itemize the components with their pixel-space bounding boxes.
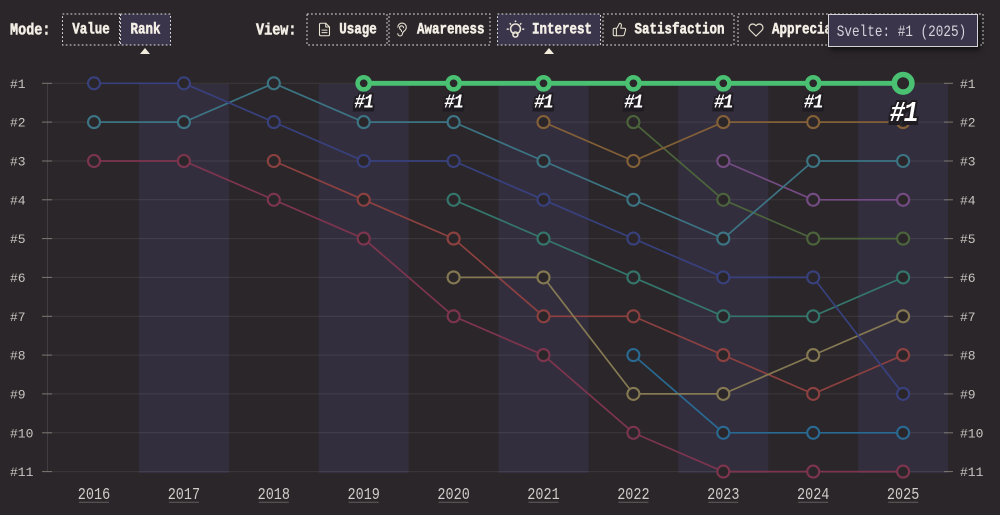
svg-text:#1: #1 [534,93,552,114]
svg-text:#3: #3 [960,155,976,170]
svg-text:#5: #5 [960,232,976,247]
svg-text:#4: #4 [10,193,26,208]
svg-text:#1: #1 [624,94,642,115]
svg-text:#5: #5 [10,232,26,247]
svg-text:2020: 2020 [437,487,469,504]
svg-text:#1: #1 [444,93,462,114]
svg-text:#1: #1 [534,94,552,115]
svg-text:#8: #8 [960,349,976,364]
svg-text:#8: #8 [10,349,26,364]
svg-text:#7: #7 [10,310,26,325]
svg-text:#10: #10 [960,426,983,441]
svg-text:#1: #1 [804,93,822,114]
svg-text:#11: #11 [10,465,34,480]
svg-text:#9: #9 [10,388,26,403]
svg-text:#1: #1 [714,93,732,114]
svg-text:#1: #1 [444,94,462,115]
svg-text:#7: #7 [960,310,976,325]
svg-text:#1: #1 [890,99,918,131]
svg-text:#2: #2 [10,116,26,131]
svg-text:#1: #1 [890,101,918,133]
svg-text:#1: #1 [804,94,822,115]
svg-text:2022: 2022 [617,487,649,504]
svg-text:2019: 2019 [348,487,380,504]
svg-text:#4: #4 [960,193,976,208]
svg-text:#1: #1 [624,93,642,114]
svg-text:#1: #1 [355,94,373,115]
svg-text:2018: 2018 [258,487,290,504]
svg-text:#10: #10 [10,426,33,441]
svg-text:#6: #6 [960,271,976,286]
svg-text:#1: #1 [960,77,976,92]
svg-text:2025: 2025 [887,487,919,504]
svg-text:#3: #3 [10,155,26,170]
svg-text:#11: #11 [960,465,984,480]
svg-text:#2: #2 [960,116,976,131]
svg-text:2024: 2024 [797,487,829,504]
svg-text:2016: 2016 [78,487,110,504]
svg-text:2017: 2017 [168,487,200,504]
svg-text:2021: 2021 [527,487,559,504]
svg-text:#1: #1 [10,77,26,92]
svg-text:#1: #1 [355,93,373,114]
svg-text:#1: #1 [714,94,732,115]
svg-text:#6: #6 [10,271,26,286]
svg-text:#9: #9 [960,388,976,403]
svg-text:2023: 2023 [707,487,739,504]
